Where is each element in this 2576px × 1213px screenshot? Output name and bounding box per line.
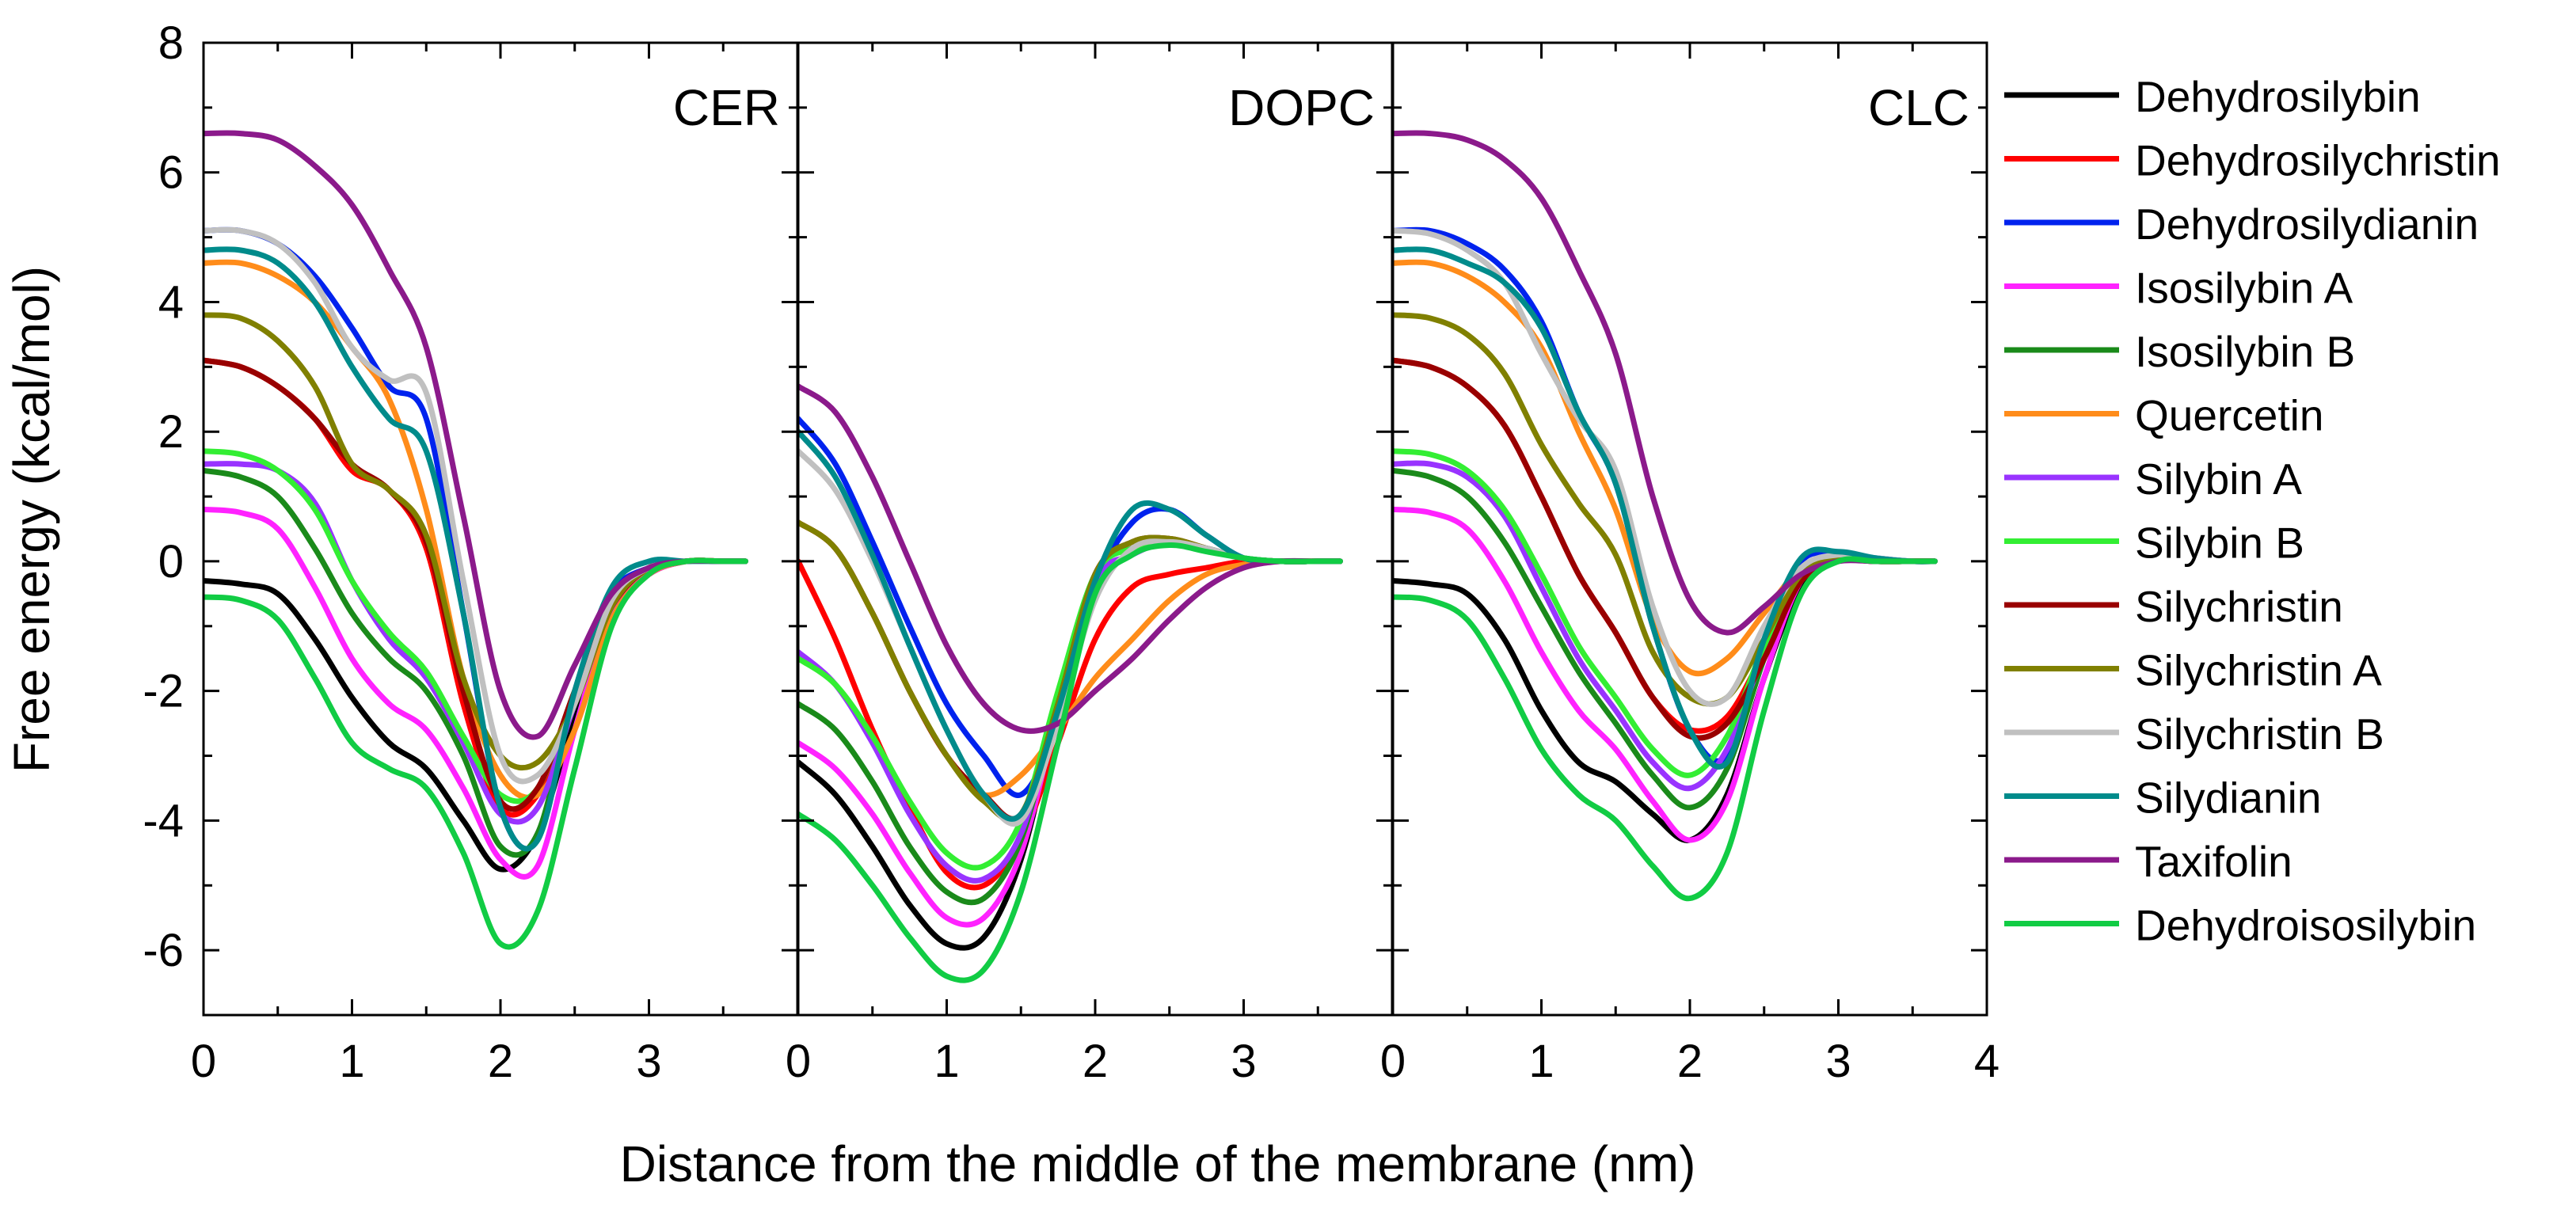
- series-line-dehydrosilydianin: [1393, 226, 1938, 764]
- x-tick-label: 2: [1083, 1036, 1108, 1087]
- legend-item: Dehydroisosilybin: [2004, 901, 2476, 950]
- x-tick-label: 3: [636, 1036, 661, 1087]
- series-line-dehydrosilybin: [1393, 557, 1938, 843]
- series-line-silychristin: [1393, 357, 1938, 741]
- panel-curves: [204, 130, 748, 950]
- y-tick-label: 0: [158, 536, 184, 587]
- series-line-isosilybin-b: [798, 538, 1343, 906]
- x-tick-label: 2: [488, 1036, 513, 1087]
- panel-frame: [1391, 41, 1988, 1017]
- panel-label-dopc: DOPC: [1228, 79, 1375, 136]
- legend-item: Taxifolin: [2004, 837, 2293, 886]
- x-tick-label: 3: [1825, 1036, 1851, 1087]
- panel-curves: [798, 383, 1343, 983]
- legend-item: Dehydrosilydianin: [2004, 200, 2479, 249]
- legend-label: Silychristin: [2135, 582, 2343, 631]
- series-line-dehydrosilychristin: [798, 557, 1343, 891]
- legend-label: Isosilybin A: [2135, 264, 2353, 313]
- legend-label: Silybin B: [2135, 519, 2304, 568]
- legend-label: Dehydrosilydianin: [2135, 200, 2479, 249]
- legend-item: Isosilybin B: [2004, 327, 2355, 376]
- legend-item: Silychristin A: [2004, 646, 2382, 695]
- panel-label-cer: CER: [673, 79, 780, 136]
- legend-item: Dehydrosilychristin: [2004, 136, 2501, 185]
- series-line-dehydroisosilybin: [1393, 556, 1938, 902]
- series-line-dehydrosilychristin: [204, 357, 748, 818]
- y-tick-label: 2: [158, 406, 184, 458]
- legend-label: Quercetin: [2135, 391, 2323, 440]
- y-tick-label: -2: [143, 666, 184, 717]
- x-tick-label: 2: [1677, 1036, 1703, 1087]
- series-line-dehydroisosilybin: [798, 542, 1343, 983]
- legend-item: Silychristin B: [2004, 709, 2384, 759]
- x-tick-label: 1: [934, 1036, 959, 1087]
- series-line-taxifolin: [204, 130, 748, 740]
- panel-clc: CLC: [1391, 41, 1988, 1017]
- legend-item: Quercetin: [2004, 391, 2323, 440]
- panel-label-clc: CLC: [1868, 79, 1969, 136]
- x-tick-label: 0: [786, 1036, 811, 1087]
- panel-cer: CER: [202, 41, 799, 1017]
- x-axis-tick-labels: 0 1 2 3 0 1 2 3 0 1 2 3 4: [191, 1036, 2000, 1087]
- series-line-silydianin: [204, 246, 748, 852]
- legend-label: Isosilybin B: [2135, 327, 2355, 376]
- series-line-silychristin-b: [1393, 227, 1938, 707]
- y-axis: 8 6 4 2 0 -2 -4 -6: [143, 17, 184, 976]
- legend-item: Silydianin: [2004, 774, 2321, 823]
- panel-dopc: DOPC: [797, 41, 1394, 1017]
- x-tick-label: 0: [1380, 1036, 1406, 1087]
- chart-panels: CER DOPC CLC: [202, 41, 1988, 1017]
- series-line-quercetin: [1393, 259, 1938, 677]
- y-tick-label: 4: [158, 276, 184, 328]
- y-tick-label: -4: [143, 795, 184, 846]
- legend-label: Silydianin: [2135, 774, 2321, 823]
- series-line-isosilybin-a: [798, 538, 1343, 928]
- series-line-silydianin: [1393, 246, 1938, 770]
- legend-label: Dehydroisosilybin: [2135, 901, 2476, 950]
- x-tick-label: 1: [1528, 1036, 1554, 1087]
- x-axis-title: Distance from the middle of the membrane…: [620, 1135, 1696, 1192]
- series-line-quercetin: [204, 259, 748, 800]
- legend-label: Silybin A: [2135, 454, 2302, 504]
- series-line-taxifolin: [798, 383, 1343, 734]
- legend-item: Dehydrosilybin: [2004, 72, 2421, 121]
- series-line-silychristin-b: [798, 448, 1343, 827]
- x-tick-label: 1: [339, 1036, 364, 1087]
- y-axis-title: Free energy (kcal/mol): [3, 266, 60, 773]
- y-tick-label: 6: [158, 147, 184, 199]
- legend-item: Silychristin: [2004, 582, 2343, 631]
- series-line-dehydroisosilybin: [204, 557, 748, 950]
- legend-item: Isosilybin A: [2004, 264, 2353, 313]
- x-tick-label: 3: [1231, 1036, 1256, 1087]
- x-tick-label: 4: [1974, 1036, 2000, 1087]
- legend-item: Silybin B: [2004, 519, 2304, 568]
- legend-label: Dehydrosilychristin: [2135, 136, 2501, 185]
- y-tick-label: 8: [158, 17, 184, 69]
- legend-item: Silybin A: [2004, 454, 2302, 504]
- legend-label: Dehydrosilybin: [2135, 72, 2421, 121]
- x-tick-label: 0: [191, 1036, 216, 1087]
- y-tick-label: -6: [143, 925, 184, 976]
- legend-label: Silychristin A: [2135, 646, 2382, 695]
- legend: Dehydrosilybin Dehydrosilychristin Dehydro…: [2004, 72, 2501, 950]
- legend-label: Silychristin B: [2135, 709, 2384, 759]
- legend-label: Taxifolin: [2135, 837, 2293, 886]
- panel-curves: [1393, 130, 1938, 902]
